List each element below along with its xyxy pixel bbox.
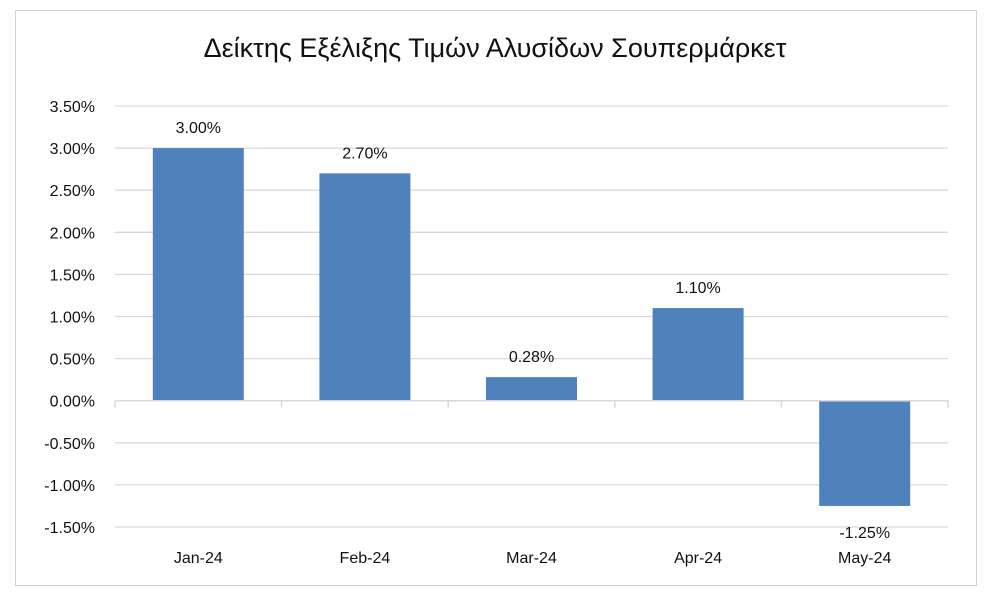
y-tick-label: 3.50% bbox=[50, 99, 95, 116]
y-tick-label: 1.00% bbox=[50, 310, 95, 327]
bar bbox=[319, 173, 411, 401]
data-label: -1.25% bbox=[839, 525, 890, 542]
x-tick-label: Feb-24 bbox=[340, 550, 391, 567]
y-tick-label: 0.50% bbox=[50, 352, 95, 369]
y-tick-label: 1.50% bbox=[50, 267, 95, 284]
x-tick-label: Jan-24 bbox=[174, 550, 223, 567]
bar bbox=[819, 400, 911, 506]
y-tick-label: -0.50% bbox=[44, 436, 95, 453]
data-label: 1.10% bbox=[675, 280, 720, 297]
x-tick-label: Mar-24 bbox=[506, 550, 557, 567]
y-tick-label: -1.00% bbox=[44, 478, 95, 495]
bar bbox=[152, 148, 244, 401]
bar bbox=[486, 377, 577, 401]
y-tick-label: 0.00% bbox=[50, 394, 95, 411]
chart-frame bbox=[15, 10, 977, 586]
y-tick-label: 2.00% bbox=[50, 225, 95, 242]
y-tick-label: 2.50% bbox=[50, 183, 95, 200]
y-tick-label: -1.50% bbox=[44, 520, 95, 537]
data-label: 0.28% bbox=[509, 349, 554, 366]
x-tick-label: Apr-24 bbox=[674, 550, 722, 567]
bar bbox=[652, 308, 744, 401]
chart-title: Δείκτης Εξέλιξης Τιμών Αλυσίδων Σουπερμά… bbox=[203, 33, 787, 63]
x-tick-label: May-24 bbox=[838, 550, 891, 567]
data-label: 3.00% bbox=[176, 120, 221, 137]
y-tick-label: 3.00% bbox=[50, 141, 95, 158]
data-label: 2.70% bbox=[342, 145, 387, 162]
